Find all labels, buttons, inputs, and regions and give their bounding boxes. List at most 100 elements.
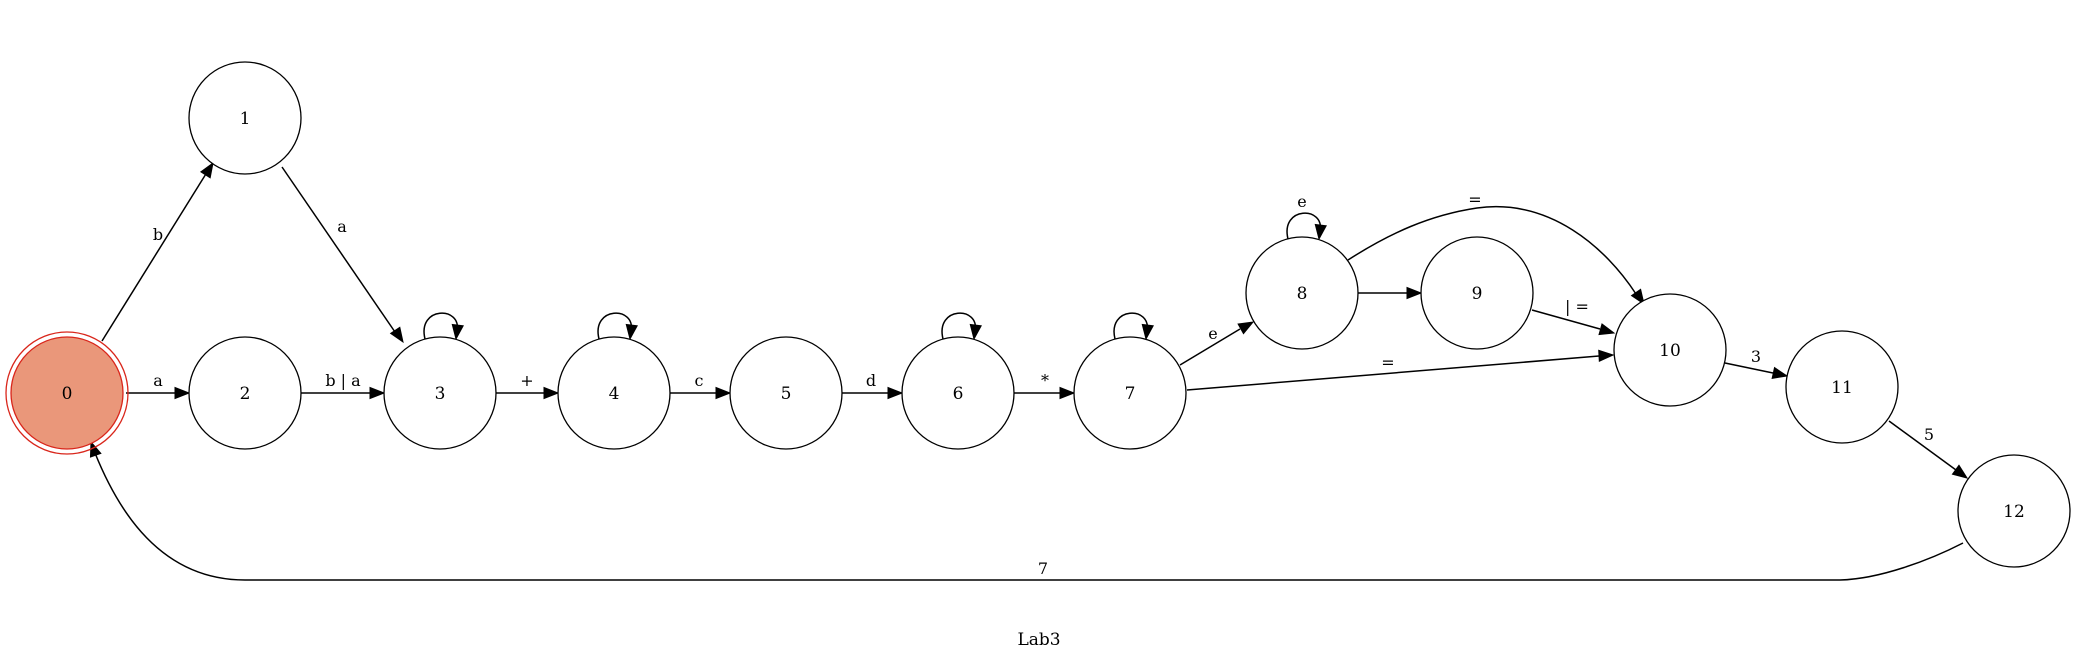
state-node-2: 2 (188, 336, 302, 450)
edge-9-10: | = (1531, 297, 1616, 336)
state-label: 9 (1472, 284, 1483, 304)
state-label: 8 (1297, 284, 1308, 304)
state-label: 10 (1659, 341, 1681, 361)
edge-7-10: = (1186, 349, 1615, 391)
edge-line (281, 166, 396, 333)
state-circle (1613, 293, 1727, 407)
state-circle (557, 336, 671, 450)
state-circle (1245, 236, 1359, 350)
edge-label: e (1208, 324, 1217, 343)
state-node-0: 0 (5, 331, 129, 455)
state-circle (901, 336, 1015, 450)
edge-1-3: a (281, 166, 404, 344)
edge-label: * (1041, 371, 1049, 390)
state-circle (188, 61, 302, 175)
arrowhead (451, 323, 464, 341)
edge-label: 7 (1038, 559, 1048, 578)
edge-label: a (153, 371, 163, 390)
edge-line (941, 312, 976, 340)
arrowhead (1314, 223, 1327, 241)
arrowhead (715, 386, 732, 400)
edge-label: c (695, 371, 704, 390)
edge-6-6 (941, 312, 982, 341)
edge-line (101, 168, 210, 342)
start-state-ring (5, 331, 129, 455)
state-circle (1957, 454, 2071, 568)
state-node-12: 12 (1957, 454, 2071, 568)
arrowhead (1630, 288, 1645, 306)
arrowhead (389, 326, 404, 344)
edge-label: b (153, 225, 163, 244)
graph-title: Lab3 (1017, 630, 1060, 650)
arrowhead (625, 323, 638, 341)
edge-8-8: e (1286, 192, 1327, 241)
arrowhead (1059, 386, 1076, 400)
state-circle (1785, 330, 1899, 444)
edge-4-5: c (670, 371, 732, 400)
arrowhead (1237, 321, 1255, 335)
state-label: 11 (1831, 378, 1853, 398)
edge-label: = (1381, 353, 1394, 372)
edge-11-12: 5 (1888, 420, 1969, 479)
state-label: 12 (2003, 502, 2025, 522)
arrowhead (1771, 366, 1789, 379)
state-node-8: 8 (1245, 236, 1359, 350)
edges-layer: b a a b | a + c d * e = e = | = 3 5 7 (89, 161, 1969, 581)
state-node-3: 3 (383, 336, 497, 450)
state-label: 7 (1125, 384, 1136, 404)
edge-3-4: + (496, 371, 560, 400)
edge-4-4 (597, 312, 638, 341)
arrowhead (1406, 286, 1423, 300)
edge-7-7 (1113, 312, 1154, 341)
arrowhead (174, 386, 191, 400)
edge-label: b | a (325, 371, 361, 390)
edge-0-1: b (101, 161, 214, 342)
edge-line (1286, 212, 1321, 240)
state-node-9: 9 (1420, 236, 1534, 350)
edge-line (1531, 309, 1601, 330)
arrowhead (1141, 323, 1154, 341)
edge-line (1179, 328, 1241, 366)
edge-2-3: b | a (301, 371, 386, 400)
state-label: 6 (953, 384, 964, 404)
edge-10-11: 3 (1724, 347, 1789, 379)
state-label: 2 (240, 384, 251, 404)
state-circle (1073, 336, 1187, 450)
state-node-4: 4 (557, 336, 671, 450)
edge-line (94, 452, 1964, 581)
state-label: 1 (240, 109, 251, 129)
edge-label: 3 (1751, 347, 1761, 366)
edge-line (1724, 362, 1774, 374)
state-circle (1420, 236, 1534, 350)
edge-line (597, 312, 632, 340)
arrowhead (1598, 323, 1616, 336)
arrowhead (1951, 464, 1969, 479)
state-node-10: 10 (1613, 293, 1727, 407)
state-label: 4 (609, 384, 620, 404)
edge-label: d (866, 371, 876, 390)
edge-label: = (1468, 190, 1481, 209)
arrowhead (887, 386, 904, 400)
edge-5-6: d (842, 371, 904, 400)
state-circle (188, 336, 302, 450)
state-node-5: 5 (729, 336, 843, 450)
edge-label: a (337, 217, 347, 236)
start-state-circle (10, 336, 124, 450)
state-node-7: 7 (1073, 336, 1187, 450)
arrowhead (369, 386, 386, 400)
state-circle (383, 336, 497, 450)
edge-0-2: a (126, 371, 191, 400)
edge-7-8: e (1179, 321, 1255, 366)
edge-12-0: 7 (89, 440, 1964, 581)
edge-label: | = (1565, 297, 1589, 316)
arrowhead (969, 323, 982, 341)
edge-3-3 (423, 312, 464, 341)
edge-8-10: = (1347, 190, 1645, 306)
edge-line (1888, 420, 1957, 471)
edge-8-9 (1358, 286, 1423, 300)
state-label: 5 (781, 384, 792, 404)
edge-label: + (520, 371, 533, 390)
arrowhead (1598, 349, 1615, 363)
state-node-1: 1 (188, 61, 302, 175)
